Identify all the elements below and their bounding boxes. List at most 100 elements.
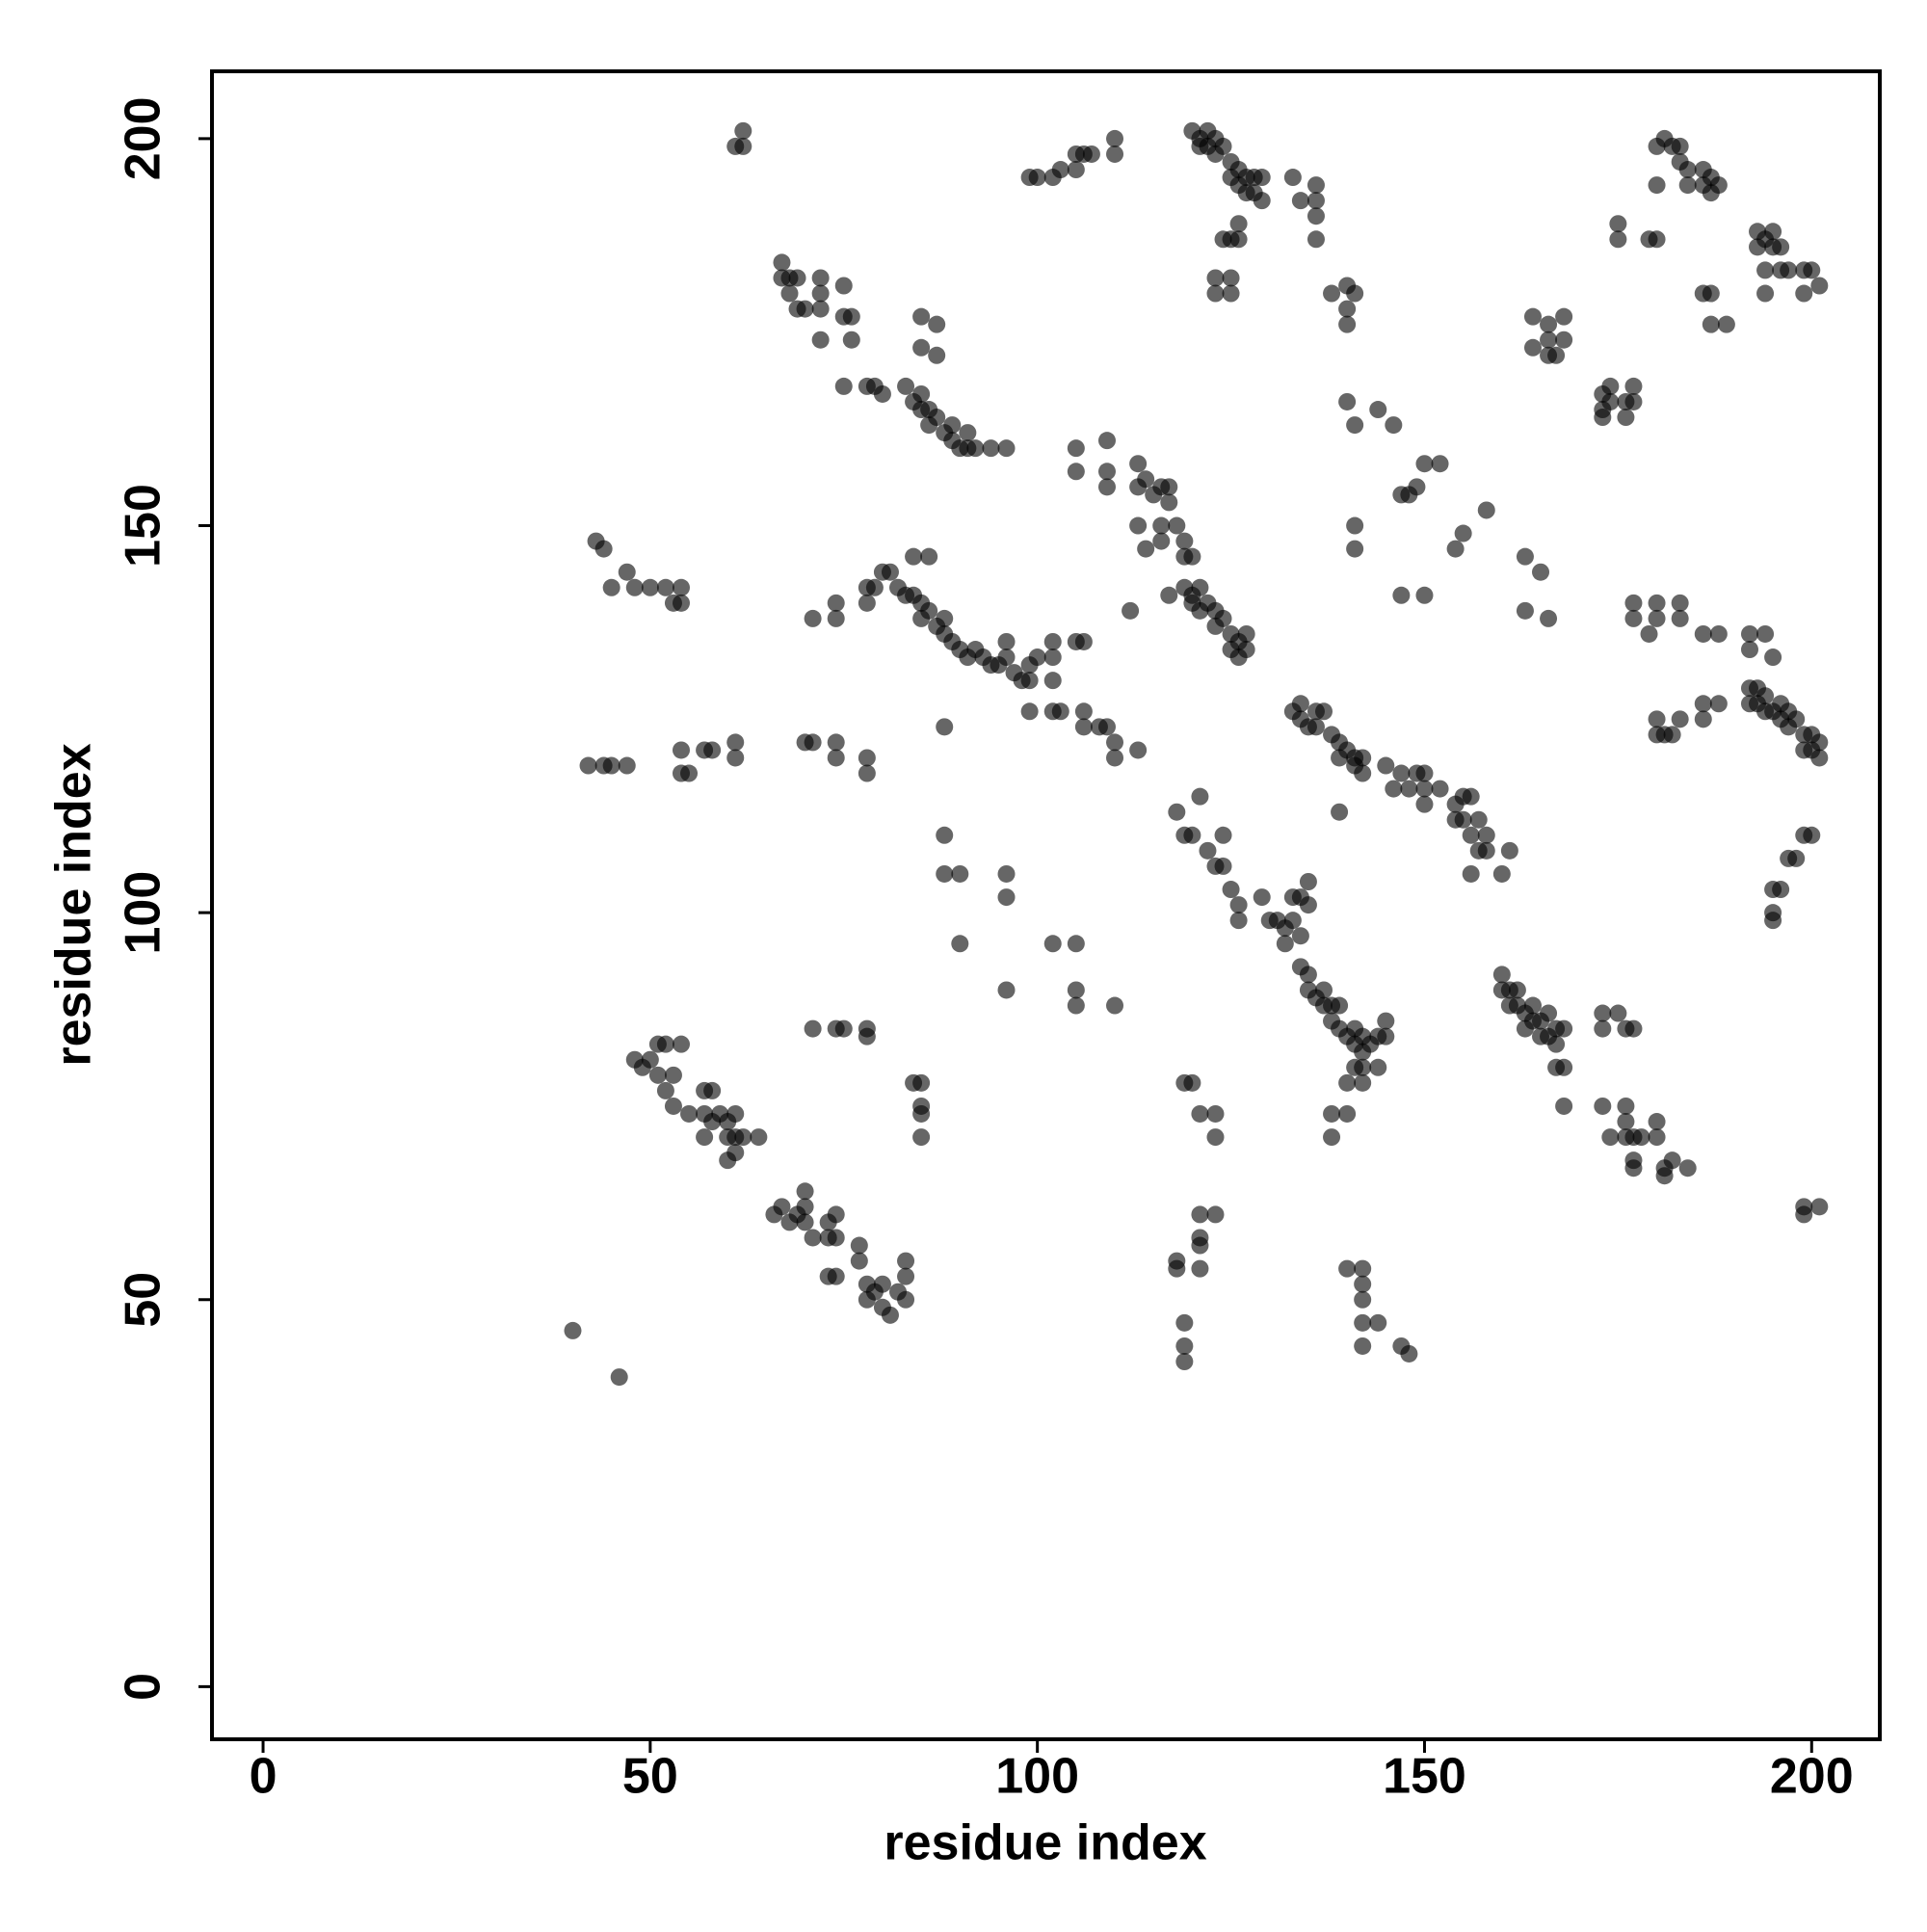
point [1369,401,1387,419]
point [1508,981,1526,999]
point [625,578,644,596]
point [1283,169,1302,187]
point [1756,261,1775,279]
point [602,756,620,775]
point [1183,1073,1201,1092]
point [680,1104,699,1123]
point [1369,1058,1387,1076]
point [912,1128,931,1147]
point [1175,1353,1194,1371]
point [1354,1073,1372,1092]
point [1346,416,1364,435]
point [656,1035,674,1053]
point [912,338,931,357]
point [618,563,636,581]
point [1020,672,1039,690]
point [680,764,699,782]
point [664,1097,682,1115]
point [1291,927,1309,945]
point [1206,269,1225,287]
point [1191,1236,1209,1255]
point [1377,1012,1395,1030]
point [1702,284,1720,303]
point [966,439,985,458]
point [1617,1113,1635,1131]
point [1415,586,1434,604]
point [827,1205,845,1224]
point [1477,501,1495,519]
point [796,1182,814,1201]
point [1740,624,1758,643]
x-tick-label: 50 [622,1749,678,1805]
point [1253,169,1271,187]
point [1492,864,1511,883]
point [734,1128,752,1147]
point [1129,455,1148,473]
point [1276,935,1294,953]
point [1454,810,1472,829]
point [1229,912,1248,930]
point [1787,710,1806,728]
point [842,331,860,349]
point [1338,1073,1357,1092]
point [773,1198,791,1216]
point [1106,996,1124,1015]
point [811,269,830,287]
point [1500,841,1518,860]
point [1555,331,1573,349]
point [1764,648,1782,667]
point [1810,749,1829,767]
point [951,935,969,953]
point [1648,594,1666,612]
point [827,749,845,767]
x-tick-label: 150 [1383,1749,1466,1805]
point [1206,1104,1225,1123]
point [951,864,969,883]
point [1074,632,1093,650]
point [920,547,938,566]
point [827,733,845,752]
point [1283,912,1302,930]
point [1331,803,1349,821]
point [1097,718,1116,736]
point [1400,1344,1418,1363]
point [1338,392,1357,410]
point [1354,1259,1372,1278]
point [1214,609,1232,627]
point [873,384,891,403]
point [936,718,954,736]
point [850,1236,868,1255]
point [1175,1313,1194,1332]
point [641,1050,659,1069]
y-tick-label: 200 [116,96,172,180]
point [1702,315,1720,333]
point [827,594,845,612]
point [726,733,745,752]
point [1028,169,1046,187]
point [811,331,830,349]
point [1106,145,1124,163]
x-axis-title: residue index [884,1815,1206,1871]
point [811,300,830,318]
point [912,384,931,403]
point [1678,176,1697,195]
point [618,756,636,775]
point [1624,392,1643,410]
point [897,1290,915,1309]
point [928,315,946,333]
point [1601,392,1620,410]
point [834,1019,853,1038]
point [726,1144,745,1162]
point [1555,307,1573,326]
point [1415,455,1434,473]
point [804,1229,822,1247]
point [672,741,690,759]
point [1168,803,1186,821]
point [1787,849,1806,867]
point [1648,1113,1666,1131]
point [1555,1058,1573,1076]
point [1043,632,1062,650]
point [1307,230,1325,249]
point [1601,377,1620,395]
point [1617,409,1635,427]
